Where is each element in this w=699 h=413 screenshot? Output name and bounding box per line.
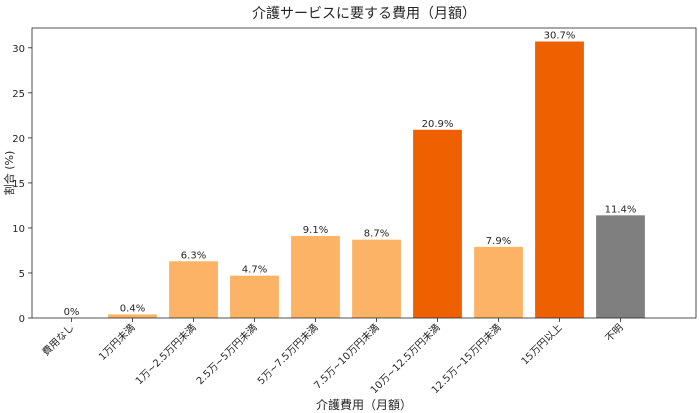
bar-value-label: 9.1% — [303, 225, 328, 236]
y-axis-label: 割合 (%) — [2, 151, 16, 196]
x-tick-label: 1万~2.5万円未満 — [133, 322, 199, 388]
y-tick-label: 25 — [12, 89, 25, 100]
bar — [291, 236, 340, 318]
bar — [596, 215, 645, 318]
bar-value-label: 6.3% — [181, 250, 206, 261]
bar — [230, 275, 279, 318]
bar — [535, 41, 584, 319]
y-tick-label: 30 — [12, 44, 25, 55]
x-tick-label: 15万円以上 — [519, 322, 565, 368]
x-tick-label: 1万円未満 — [96, 322, 137, 363]
y-tick-label: 0 — [19, 314, 25, 325]
bar-value-label: 11.4% — [605, 204, 637, 215]
y-tick-label: 20 — [12, 134, 25, 145]
x-tick-label: 不明 — [603, 322, 626, 345]
x-tick-label: 12.5万~15万円未満 — [429, 322, 504, 397]
bar-value-label: 30.7% — [544, 31, 576, 42]
bar — [413, 129, 462, 318]
x-tick-label: 費用なし — [39, 321, 76, 358]
bar-value-label: 8.7% — [364, 229, 389, 240]
bar-value-label: 0.4% — [120, 303, 145, 314]
bar — [108, 314, 157, 318]
x-tick-label: 7.5万~10万円未満 — [312, 322, 382, 392]
bar — [474, 246, 523, 318]
chart-title: 介護サービスに要する費用（月額） — [252, 6, 476, 22]
x-tick-label: 10万~12.5万円未満 — [368, 322, 443, 397]
plot-frame — [31, 27, 697, 319]
plot-area: 0 5 10 15 20 25 30 0% 費用なし 0.4% 1万円未満 6.3% 1万~2.5万円未… — [12, 31, 645, 397]
x-axis-label: 介護費用（月額） — [316, 397, 412, 412]
bar-value-label: 7.9% — [486, 236, 511, 247]
y-tick-label: 5 — [19, 269, 25, 280]
y-tick-label: 15 — [12, 179, 25, 190]
x-tick-label: 5万~7.5万円未満 — [255, 322, 321, 388]
y-tick-label: 10 — [12, 224, 25, 235]
x-tick-label: 2.5万~5万円未満 — [194, 322, 260, 388]
bar — [169, 261, 218, 318]
bar — [352, 239, 401, 318]
bar-value-label: 4.7% — [242, 265, 267, 276]
bar-value-label: 0% — [64, 307, 80, 318]
bar-value-label: 20.9% — [422, 119, 454, 130]
